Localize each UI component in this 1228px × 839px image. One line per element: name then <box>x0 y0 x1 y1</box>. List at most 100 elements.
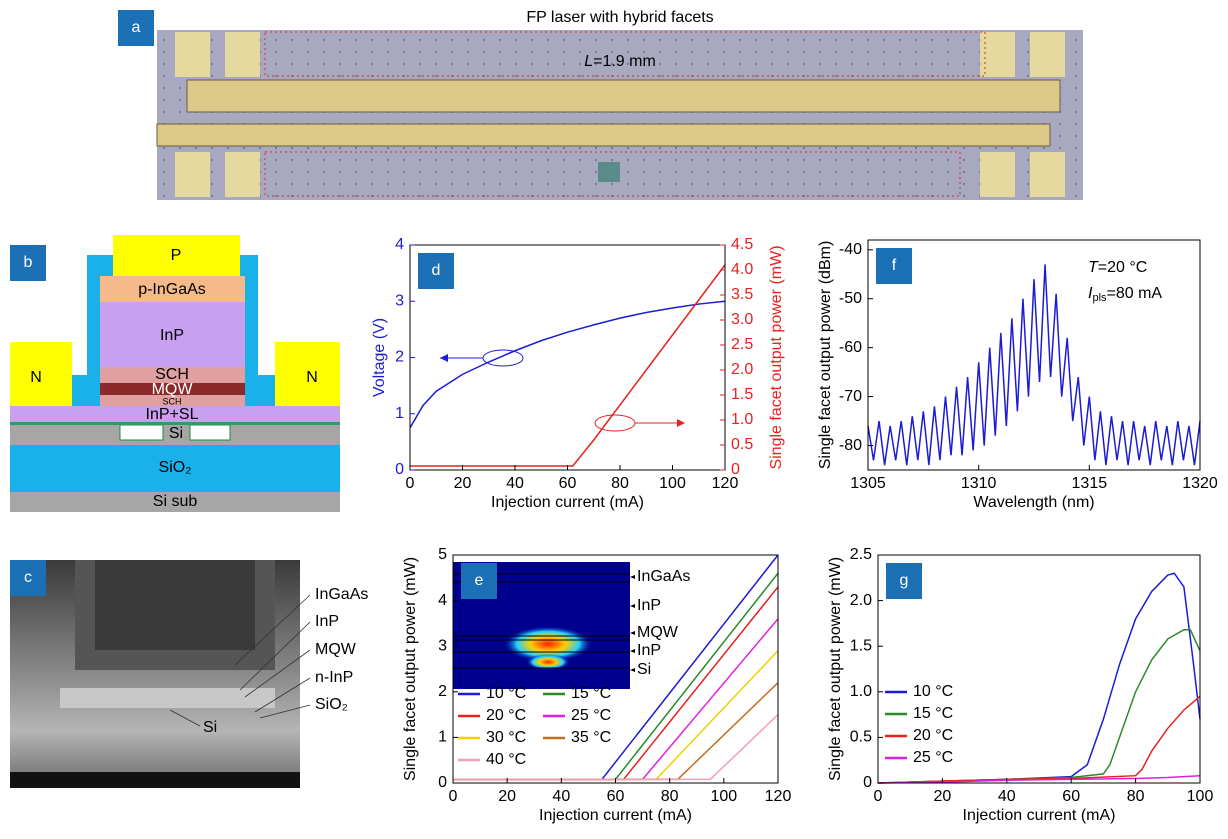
legend-label: 25 °C <box>913 749 953 766</box>
panel-d-annotations <box>440 350 685 431</box>
pad <box>175 152 210 197</box>
inset-pointer <box>630 668 635 672</box>
layer-label: N <box>306 369 318 386</box>
annotation: Ipls=80 mA <box>1088 285 1162 304</box>
x-tick-label: 100 <box>659 475 686 492</box>
length-text: =1.9 mm <box>593 53 656 70</box>
waveguide-upper <box>187 80 1060 112</box>
sem-label: MQW <box>315 641 357 658</box>
y-tick-label: 1.5 <box>850 637 872 654</box>
x-tick-label: 20 <box>498 788 516 805</box>
panel-label: e <box>475 572 484 589</box>
x-tick-label: 80 <box>661 788 679 805</box>
panel-c: c InGaAs InP MQW n-InP SiO₂ Si <box>10 560 368 788</box>
inset-pointer <box>630 631 635 635</box>
x-tick-label: 40 <box>998 788 1016 805</box>
layer-label: N <box>30 369 42 386</box>
x-tick-label: 80 <box>1127 788 1145 805</box>
plot-frame <box>868 240 1200 470</box>
y-tick-label: 0 <box>863 774 872 791</box>
legend-label: 40 °C <box>486 751 526 768</box>
layer-label: SCH <box>162 396 181 406</box>
x-tick-label: 1310 <box>961 475 997 492</box>
x-tick-label: 0 <box>406 475 415 492</box>
y2-tick-label: 3.0 <box>731 311 753 328</box>
layer-label: InP+SL <box>146 406 199 423</box>
panel-label: a <box>132 19 141 36</box>
x-tick-label: 60 <box>559 475 577 492</box>
legend-label: 20 °C <box>486 707 526 724</box>
inset-pointer <box>630 604 635 608</box>
y-tick-label: 3 <box>395 292 404 309</box>
panel-label: f <box>892 257 897 274</box>
legend-label: 35 °C <box>571 729 611 746</box>
y-tick-label: -80 <box>839 437 862 454</box>
layer-label: p-InGaAs <box>138 281 206 298</box>
layer-label: P <box>171 247 182 264</box>
si-trench <box>120 425 163 440</box>
x-tick-label: 1320 <box>1182 475 1218 492</box>
legend-label: 15 °C <box>571 685 611 702</box>
y2-tick-label: 4.0 <box>731 261 753 278</box>
pad <box>225 152 260 197</box>
y-tick-label: -70 <box>839 388 862 405</box>
annotation: T=20 °C <box>1088 259 1147 276</box>
y-tick-label: 2 <box>395 349 404 366</box>
y2-tick-label: 2.0 <box>731 361 753 378</box>
x-tick-label: 60 <box>1062 788 1080 805</box>
x-tick-label: 100 <box>1187 788 1214 805</box>
y2-tick-label: 1.0 <box>731 411 753 428</box>
inset-pointer <box>630 649 635 653</box>
panel-a: a FP laser with hybrid facets L=1.9 mm <box>118 9 1083 200</box>
annotation-text: =80 mA <box>1107 285 1163 302</box>
x-tick-label: 120 <box>765 788 792 805</box>
length-symbol: L <box>584 53 593 70</box>
sem-mesa <box>60 688 275 708</box>
inset-label: InP <box>637 642 661 659</box>
x-tick-label: 100 <box>710 788 737 805</box>
y-axis-label: Single facet output power (dBm) <box>817 241 834 470</box>
y-tick-label: 4 <box>438 592 447 609</box>
sem-label: SiO₂ <box>315 696 348 713</box>
panel-b: b P p-InGaAs InP SCH MQW SCH InP+SL N N … <box>10 235 340 512</box>
layer-label: Si sub <box>153 493 198 510</box>
x-tick-label: 1305 <box>850 475 886 492</box>
x-tick-label: 80 <box>611 475 629 492</box>
x-axis-label: Injection current (mA) <box>963 807 1116 824</box>
panel-label: d <box>432 262 441 279</box>
inset-pointer <box>630 575 635 579</box>
data-line <box>410 301 725 428</box>
layer-label: Si <box>169 425 183 442</box>
legend-label: 15 °C <box>913 705 953 722</box>
panel-label: b <box>24 254 33 271</box>
data-line <box>453 715 778 780</box>
y2-tick-label: 4.5 <box>731 236 753 253</box>
sem-label: Si <box>203 719 217 736</box>
x-tick-label: 40 <box>552 788 570 805</box>
legend-label: 30 °C <box>486 729 526 746</box>
legend-label: 25 °C <box>571 707 611 724</box>
pad <box>1030 32 1065 77</box>
x-tick-label: 40 <box>506 475 524 492</box>
y2-tick-label: 3.5 <box>731 286 753 303</box>
x-tick-label: 0 <box>874 788 883 805</box>
y-tick-label: 1.0 <box>850 683 872 700</box>
y-axis-label: Voltage (V) <box>371 318 388 397</box>
legend-label: 10 °C <box>913 683 953 700</box>
inset-label: Si <box>637 661 651 678</box>
layer-label: InP <box>160 327 184 344</box>
panel-label: g <box>900 572 909 589</box>
sem-trench <box>95 560 255 650</box>
y-tick-label: 3 <box>438 637 447 654</box>
annotation-text: =20 °C <box>1098 259 1148 276</box>
x-tick-label: 60 <box>607 788 625 805</box>
si-trench <box>190 425 230 440</box>
chart-panel: 0204060801001200123400.51.01.52.02.53.03… <box>371 236 785 511</box>
y-tick-label: 1 <box>395 405 404 422</box>
y-tick-label: 2.0 <box>850 592 872 609</box>
sem-label: InGaAs <box>315 586 368 603</box>
data-line <box>878 776 1200 783</box>
y-tick-label: -60 <box>839 339 862 356</box>
y2-tick-label: 2.5 <box>731 336 753 353</box>
